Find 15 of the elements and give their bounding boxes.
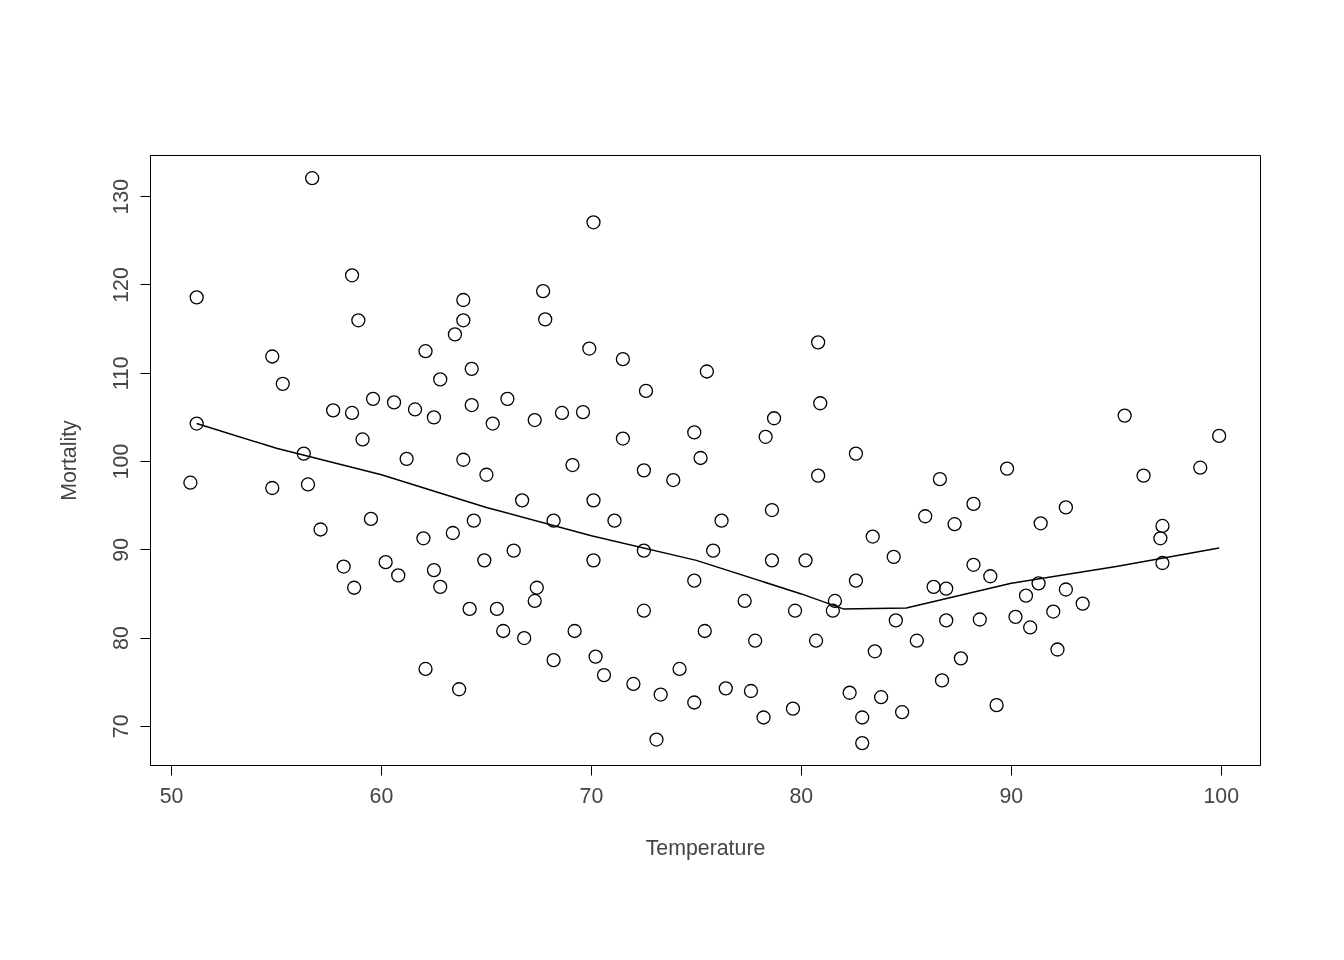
x-tick-label: 90 [999,783,1024,808]
y-tick-label: 100 [109,443,134,480]
x-tick-label: 100 [1203,783,1240,808]
y-tick-label: 70 [109,714,134,739]
y-tick-label: 120 [109,267,134,303]
y-tick-label: 80 [109,626,134,650]
y-axis-title: Mortality [56,419,81,501]
y-tick-label: 130 [109,178,134,215]
y-tick-label: 90 [109,537,134,562]
x-tick-label: 50 [159,783,184,808]
x-axis-title: Temperature [645,835,766,860]
x-tick-label: 70 [579,783,604,808]
x-tick-label: 80 [789,783,814,808]
y-tick-label: 110 [109,356,134,391]
x-tick-label: 60 [369,783,394,808]
